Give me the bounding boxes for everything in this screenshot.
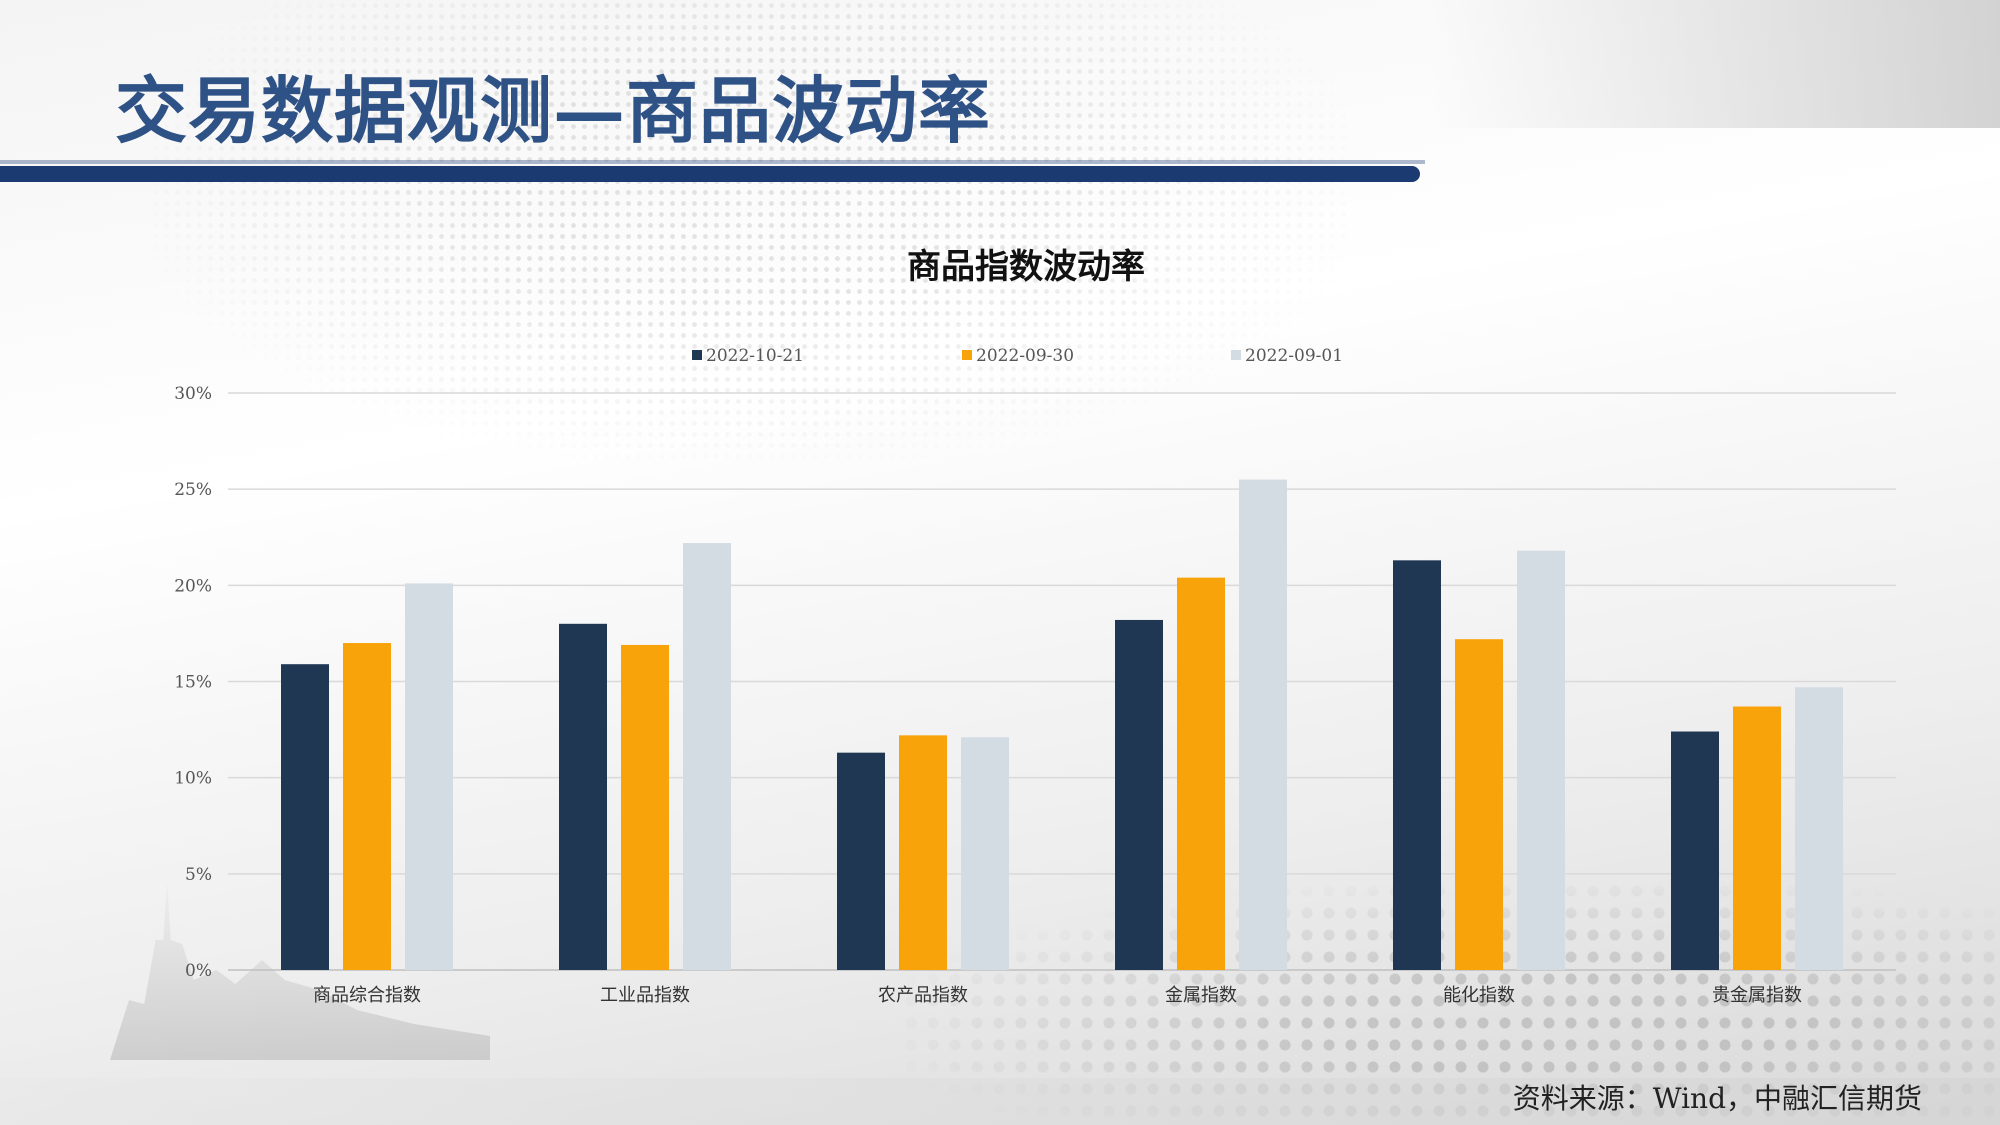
bar xyxy=(899,735,947,970)
y-tick-label: 25% xyxy=(174,480,212,500)
bar xyxy=(281,664,329,970)
legend-label: 2022-09-30 xyxy=(976,346,1074,366)
legend-swatch xyxy=(962,350,972,360)
bar xyxy=(1671,731,1719,970)
legend-swatch xyxy=(692,350,702,360)
x-tick-label: 贵金属指数 xyxy=(1712,985,1802,1006)
bar xyxy=(837,752,885,970)
legend-label: 2022-09-01 xyxy=(1245,346,1343,366)
y-tick-label: 0% xyxy=(185,961,212,981)
x-axis: 商品综合指数 工业品指数 农产品指数 金属指数 能化指数 贵金属指数 xyxy=(313,985,1802,1006)
bar xyxy=(559,623,607,970)
bar xyxy=(1517,550,1565,970)
bar xyxy=(343,643,391,970)
chart-gridlines xyxy=(228,392,1896,971)
title-underline-bar xyxy=(0,166,1420,182)
x-tick-label: 金属指数 xyxy=(1165,985,1237,1006)
page-title: 交易数据观测—商品波动率 xyxy=(115,68,992,153)
x-tick-label: 农产品指数 xyxy=(878,985,968,1006)
world-map-dots-decoration xyxy=(150,0,1350,460)
y-tick-label: 10% xyxy=(174,769,212,789)
bar xyxy=(1795,687,1843,970)
header-panel-decoration xyxy=(1430,0,2000,128)
chart-title: 商品指数波动率 xyxy=(907,247,1145,287)
bar xyxy=(1455,639,1503,970)
y-axis: 0% 5% 10% 15% 20% 25% 30% xyxy=(174,384,212,981)
bar xyxy=(683,543,731,970)
bar xyxy=(1115,619,1163,970)
bar xyxy=(961,737,1009,970)
bar xyxy=(621,644,669,970)
bar xyxy=(1393,560,1441,970)
y-tick-label: 20% xyxy=(174,576,212,596)
x-tick-label: 能化指数 xyxy=(1443,985,1515,1006)
x-tick-label: 商品综合指数 xyxy=(313,985,421,1006)
source-note: 资料来源：Wind，中融汇信期货 xyxy=(1512,1082,1922,1115)
y-tick-label: 15% xyxy=(174,673,212,693)
legend-swatch xyxy=(1231,350,1241,360)
bar xyxy=(1177,577,1225,970)
chart-bars xyxy=(281,479,1843,970)
bar xyxy=(405,583,453,970)
y-tick-label: 30% xyxy=(174,384,212,404)
bar xyxy=(1733,706,1781,970)
y-tick-label: 5% xyxy=(185,865,212,885)
title-underline-shadow xyxy=(0,160,1425,164)
bar xyxy=(1239,479,1287,970)
chart-legend: 2022-10-21 2022-09-30 2022-09-01 xyxy=(692,346,1343,366)
legend-label: 2022-10-21 xyxy=(706,346,804,366)
x-tick-label: 工业品指数 xyxy=(600,985,690,1006)
footer-strip-decoration xyxy=(0,1078,2000,1125)
